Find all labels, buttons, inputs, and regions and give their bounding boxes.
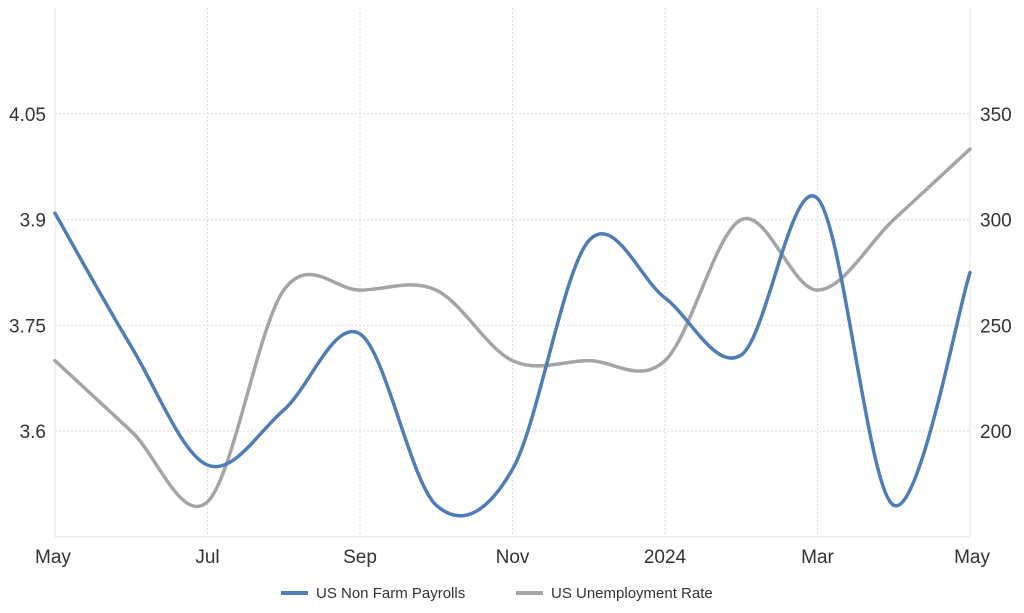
x-tick-label: Mar	[801, 547, 834, 568]
legend-label-us-unemployment-rate: US Unemployment Rate	[551, 585, 713, 602]
x-axis-ticks: May Jul Sep Nov 2024 Mar May	[35, 547, 990, 568]
left-axis-tick-label: 3.9	[20, 211, 46, 232]
left-axis-ticks: 3.6 3.75 3.9 4.05	[9, 105, 46, 443]
x-tick-label: Jul	[195, 547, 219, 568]
x-tick-label: May	[954, 547, 990, 568]
right-axis-tick-label: 200	[980, 422, 1012, 443]
series-line-us-unemployment-rate	[53, 147, 972, 509]
x-tick-label: 2024	[644, 547, 687, 568]
right-axis-tick-label: 300	[980, 211, 1012, 232]
series-line-us-non-farm-payrolls	[53, 194, 972, 518]
right-axis-tick-label: 250	[980, 316, 1012, 337]
right-axis-ticks: 200 250 300 350	[980, 105, 1012, 443]
left-axis-tick-label: 4.05	[9, 105, 46, 126]
x-tick-label: Nov	[496, 547, 530, 568]
legend: US Non Farm Payrolls US Unemployment Rate	[281, 585, 713, 602]
left-axis-tick-label: 3.75	[9, 316, 46, 337]
right-axis-tick-label: 350	[980, 105, 1012, 126]
x-tick-label: May	[35, 547, 71, 568]
left-axis-tick-label: 3.6	[20, 422, 46, 443]
grid-lines	[54, 8, 971, 537]
legend-label-us-non-farm-payrolls: US Non Farm Payrolls	[316, 585, 465, 602]
series-layer	[53, 147, 972, 518]
x-tick-label: Sep	[343, 547, 377, 568]
